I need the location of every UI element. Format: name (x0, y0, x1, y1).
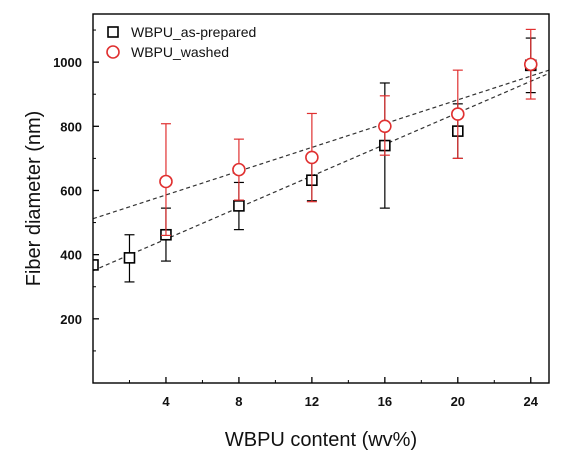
y-tick-label: 1000 (53, 55, 82, 70)
x-tick-label: 20 (451, 394, 465, 409)
data-point-as-prepared (93, 259, 99, 271)
series-as-prepared (93, 37, 549, 283)
axis-ticks: 4 8 12 16 20 24 200 400 600 800 1000 (53, 29, 539, 409)
data-point-washed (305, 150, 319, 165)
y-tick-label: 600 (60, 183, 82, 198)
x-axis-label: WBPU content (wv%) (225, 429, 417, 451)
x-tick-label: 4 (162, 394, 170, 409)
data-point-washed (450, 107, 465, 121)
legend-marker-as-prepared (107, 26, 119, 38)
legend: WBPU_as-prepared WBPU_washed (106, 24, 256, 60)
axes-frame (92, 13, 550, 384)
data-point-washed (232, 162, 246, 177)
trendline-washed (93, 69, 549, 220)
data-point-washed (159, 174, 173, 189)
x-tick-label: 24 (524, 394, 539, 409)
data-point-washed (378, 119, 392, 134)
data-point-as-prepared (123, 252, 136, 264)
legend-marker-washed (106, 45, 120, 59)
legend-entry-washed: WBPU_washed (131, 44, 229, 60)
x-tick-label: 16 (378, 394, 392, 409)
x-tick-label: 12 (305, 394, 319, 409)
trendline-as-prepared (93, 72, 549, 272)
y-tick-label: 800 (60, 119, 82, 134)
data-point-as-prepared (233, 200, 245, 212)
series-washed (93, 28, 549, 236)
y-tick-label: 200 (60, 312, 82, 327)
y-tick-label: 400 (60, 248, 82, 263)
legend-entry-as-prepared: WBPU_as-prepared (131, 24, 256, 40)
x-tick-label: 8 (235, 394, 242, 409)
y-axis-label: Fiber diameter (nm) (23, 111, 45, 287)
data-point-washed (523, 57, 538, 72)
plot-area (93, 28, 549, 283)
